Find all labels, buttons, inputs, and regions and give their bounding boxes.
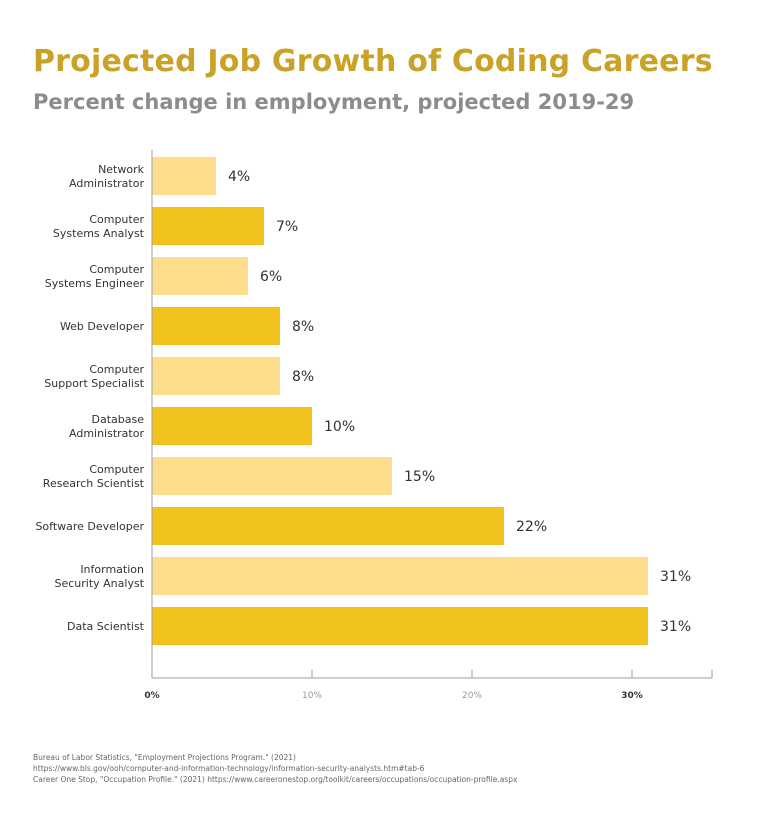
bar xyxy=(152,457,392,495)
value-label: 8% xyxy=(292,319,314,335)
bar xyxy=(152,507,504,545)
bar xyxy=(152,307,280,345)
category-label: Research Scientist xyxy=(43,477,145,490)
value-label: 10% xyxy=(324,419,355,435)
x-tick-label: 0% xyxy=(144,691,159,701)
category-label: Systems Engineer xyxy=(45,277,145,290)
category-label: Computer xyxy=(89,213,144,226)
category-label: Web Developer xyxy=(60,320,145,333)
category-label: Network xyxy=(98,163,145,176)
category-label: Database xyxy=(92,413,145,426)
category-label: Systems Analyst xyxy=(53,227,145,240)
category-label: Support Specialist xyxy=(44,377,144,390)
value-label: 6% xyxy=(260,269,282,285)
value-label: 31% xyxy=(660,619,691,635)
value-label: 15% xyxy=(404,469,435,485)
category-label: Computer xyxy=(89,363,144,376)
bar xyxy=(152,407,312,445)
value-label: 8% xyxy=(292,369,314,385)
category-label: Software Developer xyxy=(35,520,144,533)
bar xyxy=(152,557,648,595)
source-line: Career One Stop, "Occupation Profile." (… xyxy=(33,775,518,784)
chart-subtitle: Percent change in employment, projected … xyxy=(33,90,635,114)
bar xyxy=(152,207,264,245)
bar xyxy=(152,607,648,645)
category-label: Computer xyxy=(89,463,144,476)
category-label: Administrator xyxy=(69,177,144,190)
source-line: https://www.bls.gov/ooh/computer-and-inf… xyxy=(33,764,425,773)
category-label: Data Scientist xyxy=(67,620,145,633)
category-label: Information xyxy=(80,563,144,576)
value-label: 7% xyxy=(276,219,298,235)
category-label: Computer xyxy=(89,263,144,276)
bar xyxy=(152,157,216,195)
x-tick-label: 30% xyxy=(621,691,643,701)
chart-title: Projected Job Growth of Coding Careers xyxy=(33,44,713,79)
bar xyxy=(152,257,248,295)
value-label: 31% xyxy=(660,569,691,585)
x-tick-label: 20% xyxy=(462,691,482,701)
source-line: Bureau of Labor Statistics, "Employment … xyxy=(33,753,296,762)
sources: Bureau of Labor Statistics, "Employment … xyxy=(33,752,517,785)
category-label: Security Analyst xyxy=(54,577,144,590)
value-label: 22% xyxy=(516,519,547,535)
bar xyxy=(152,357,280,395)
x-tick-label: 10% xyxy=(302,691,322,701)
category-label: Administrator xyxy=(69,427,144,440)
value-label: 4% xyxy=(228,169,250,185)
